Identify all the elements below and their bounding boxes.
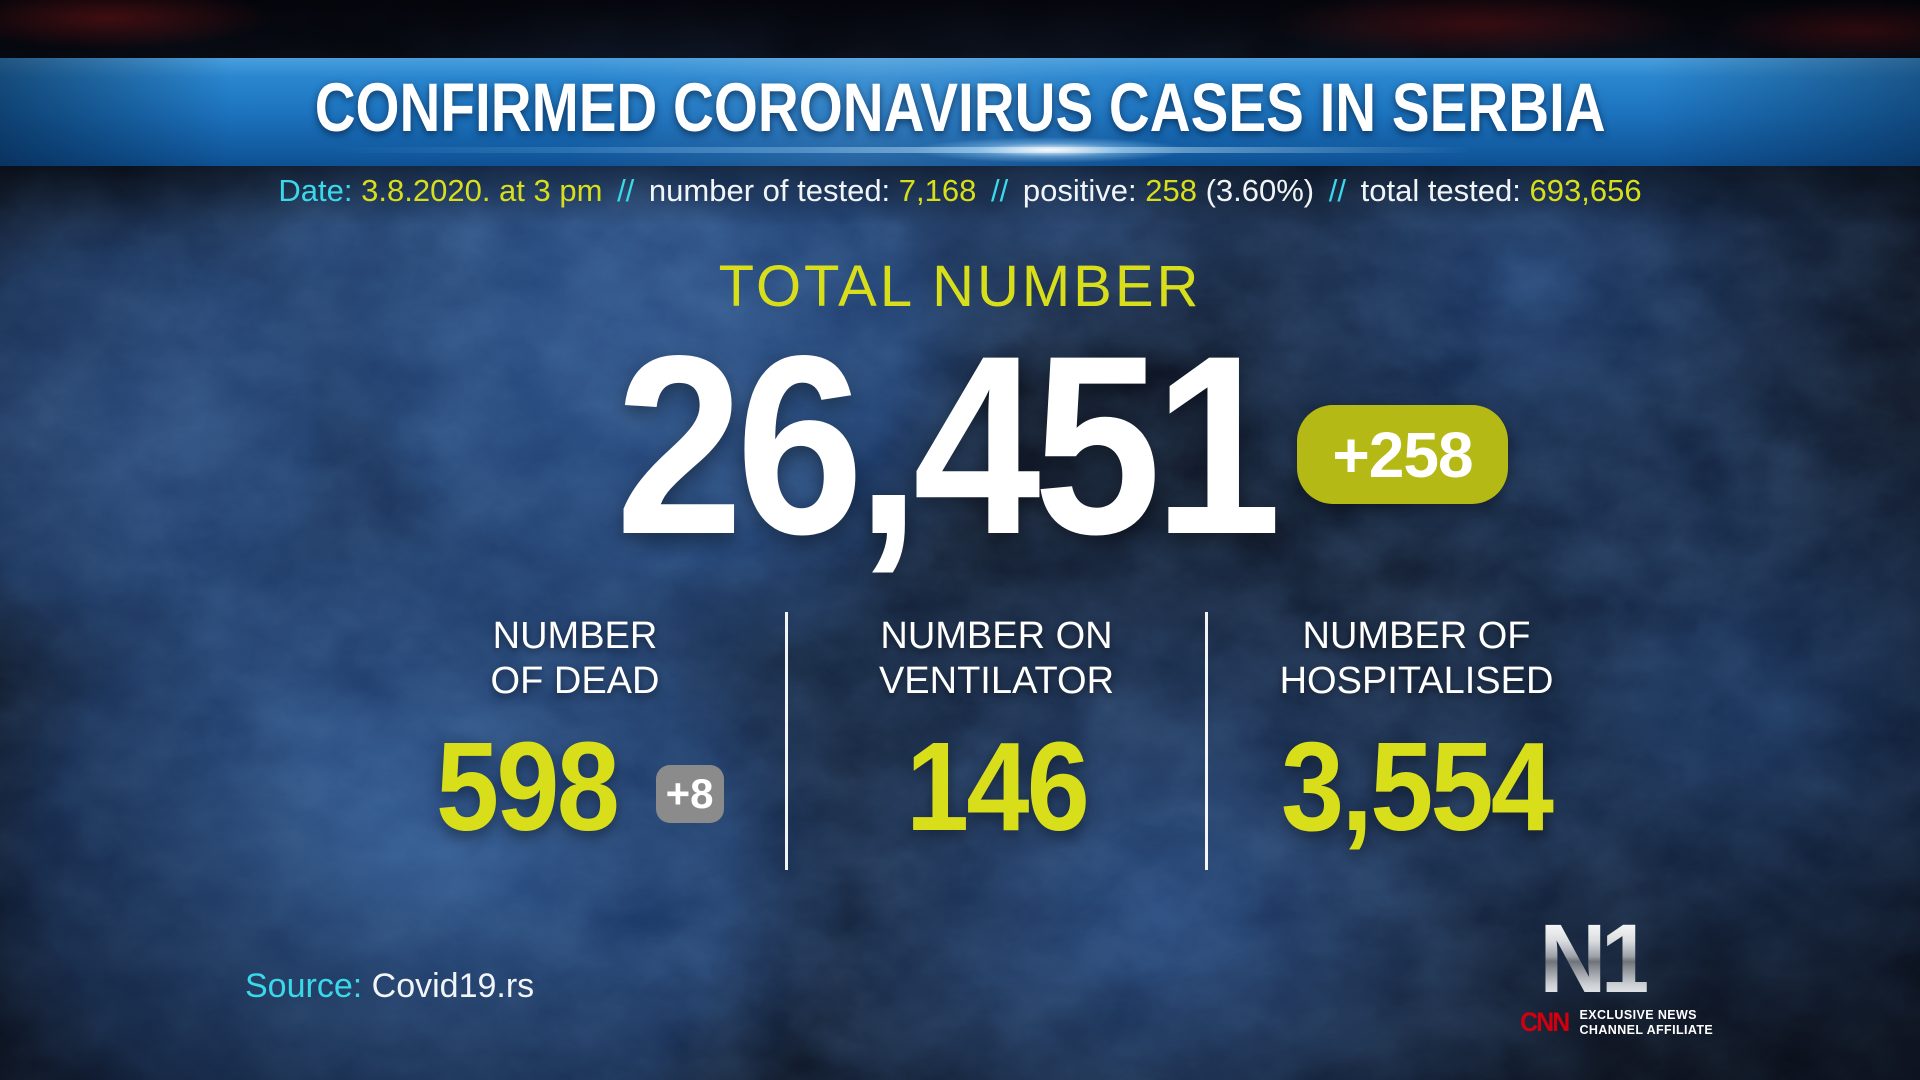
total-tested-value: 693,656 — [1529, 173, 1642, 208]
stat-value-digits: 146 — [905, 716, 1090, 857]
tested-label: number of tested: — [648, 173, 891, 208]
positive-percent: (3.60%) — [1205, 173, 1315, 208]
stat-label-line1: NUMBER OF — [1302, 615, 1531, 657]
stat-column-hospitalised: NUMBER OF HOSPITALISED 3,554 — [1205, 612, 1625, 870]
top-dark-strip — [0, 0, 1920, 58]
stat-value-digits: 3,554 — [1281, 716, 1554, 857]
affiliate-text: EXCLUSIVE NEWS CHANNEL AFFILIATE — [1580, 1008, 1714, 1037]
source-label: Source: — [245, 967, 363, 1005]
stat-column-dead: NUMBER OF DEAD 598 +8 — [365, 612, 785, 870]
n1-wordmark: N1 — [1539, 904, 1652, 1013]
banner-bottom-shade — [0, 166, 1920, 226]
stat-value-dead: 598 — [426, 724, 627, 850]
stat-value-row: 598 +8 — [365, 724, 785, 850]
source-line: Source: Covid19.rs — [245, 966, 534, 1006]
n1-logo: N1 CNN EXCLUSIVE NEWS CHANNEL AFFILIATE — [1508, 904, 1713, 1037]
positive-value: 258 — [1145, 173, 1197, 208]
stat-label-line2: OF DEAD — [490, 660, 660, 702]
affiliate-line2: CHANNEL AFFILIATE — [1579, 1022, 1714, 1037]
date-label: Date: — [278, 173, 353, 208]
affiliate-line1: EXCLUSIVE NEWS — [1579, 1008, 1697, 1022]
stat-value-row: 3,554 — [1208, 724, 1625, 850]
separator: // — [1328, 173, 1346, 208]
total-number-digits: 26,451 — [615, 303, 1282, 588]
stat-value-row: 146 — [788, 724, 1205, 850]
total-number-heading: TOTAL NUMBER — [718, 254, 1202, 319]
stat-label-line1: NUMBER — [492, 615, 658, 657]
positive-label: positive: — [1022, 173, 1137, 208]
cnn-logo-icon: CNN — [1520, 1007, 1570, 1037]
stat-label: NUMBER OF HOSPITALISED — [1208, 614, 1625, 704]
stat-label: NUMBER OF DEAD — [365, 614, 785, 704]
cnn-affiliate-row: CNN EXCLUSIVE NEWS CHANNEL AFFILIATE — [1508, 1007, 1713, 1037]
stat-column-ventilator: NUMBER ON VENTILATOR 146 — [785, 612, 1205, 870]
stat-label-line2: HOSPITALISED — [1279, 660, 1554, 702]
stat-value-hospitalised: 3,554 — [1266, 724, 1566, 850]
date-value: 3.8.2020. at 3 pm — [361, 173, 603, 208]
separator: // — [617, 173, 635, 208]
meta-line: Date: 3.8.2020. at 3 pm // number of tes… — [0, 172, 1920, 210]
stat-value-ventilator: 146 — [896, 724, 1097, 850]
total-tested-label: total tested: — [1360, 173, 1521, 208]
lens-flare-icon — [860, 132, 1240, 168]
stat-label-line1: NUMBER ON — [880, 615, 1113, 657]
total-number-value: 26,451 — [0, 318, 1905, 573]
stats-row: NUMBER OF DEAD 598 +8 NUMBER ON VENTILAT… — [365, 612, 1625, 870]
dead-delta-badge: +8 — [655, 765, 724, 823]
source-value: Covid19.rs — [371, 967, 535, 1005]
stat-value-digits: 598 — [436, 716, 620, 857]
stat-label-line2: VENTILATOR — [878, 660, 1115, 702]
separator: // — [991, 173, 1009, 208]
stat-label: NUMBER ON VENTILATOR — [788, 614, 1205, 704]
total-delta-badge: +258 — [1297, 405, 1508, 504]
tested-value: 7,168 — [898, 173, 977, 208]
